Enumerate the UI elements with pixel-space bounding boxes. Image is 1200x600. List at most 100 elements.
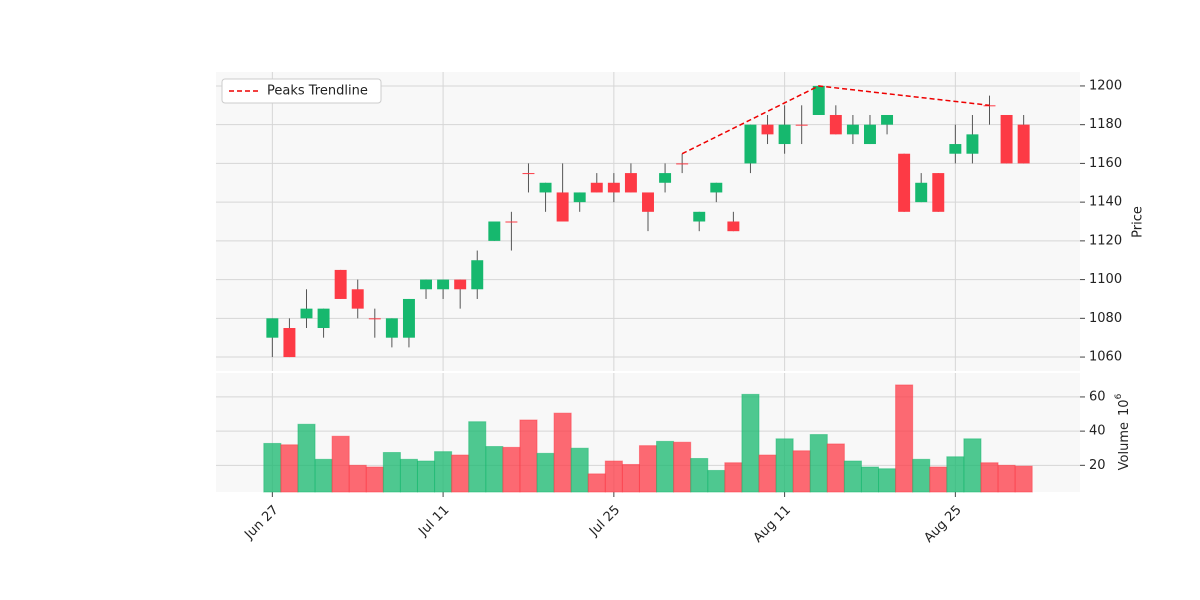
- candle-body: [590, 182, 603, 193]
- candle-body: [454, 279, 467, 290]
- volume-bar: [775, 438, 794, 493]
- candle-body: [402, 298, 415, 338]
- candle-body: [864, 124, 876, 145]
- volume-tick-label: 60: [1089, 389, 1106, 404]
- marks: [263, 85, 1033, 493]
- volume-bar: [860, 466, 880, 493]
- volume-bar: [878, 468, 897, 493]
- y-tick-label: 1080: [1089, 311, 1122, 326]
- volume-bar: [690, 457, 709, 493]
- candle-body: [539, 182, 552, 193]
- price-axis-label: Price: [1131, 206, 1146, 238]
- candle-body: [761, 124, 774, 135]
- y-tick-label: 1180: [1089, 117, 1122, 132]
- volume-bar: [451, 454, 470, 493]
- volume-bar: [997, 464, 1016, 493]
- x-tick-label: Jul 25: [586, 503, 623, 540]
- volume-bar: [895, 384, 914, 493]
- volume-bar: [604, 460, 623, 493]
- volume-bar: [331, 435, 350, 493]
- candle-body: [266, 318, 279, 338]
- volume-tick-label: 20: [1089, 458, 1106, 473]
- candle-body: [949, 144, 962, 154]
- candle-body: [744, 124, 757, 164]
- candle-body: [437, 279, 450, 290]
- volume-axis-label: Volume 106: [1114, 393, 1132, 470]
- candle-body: [351, 289, 364, 309]
- volume-bar: [963, 438, 982, 493]
- candle-body: [898, 153, 911, 212]
- volume-bar: [758, 454, 777, 493]
- candle-body: [317, 308, 330, 329]
- x-tick-label: Jul 11: [415, 503, 452, 540]
- candle-body: [334, 269, 347, 299]
- volume-bar: [673, 441, 692, 493]
- volume-bar: [502, 446, 521, 493]
- volume-bar: [416, 460, 436, 493]
- x-tick-label: Aug 11: [751, 503, 794, 546]
- legend: Peaks Trendline: [221, 78, 382, 104]
- volume-bar: [843, 460, 862, 493]
- volume-tick-label: 40: [1089, 424, 1106, 439]
- volume-bar: [280, 444, 299, 493]
- volume-bar: [980, 462, 999, 493]
- candle-body: [693, 211, 706, 222]
- volume-bar: [365, 466, 384, 493]
- y-tick-label: 1160: [1089, 156, 1122, 171]
- volume-bar: [536, 452, 555, 493]
- candle-body: [642, 192, 654, 212]
- volume-bar: [638, 445, 658, 493]
- candle-body: [1017, 124, 1030, 164]
- volume-bar: [263, 442, 282, 493]
- candle-body: [727, 221, 740, 232]
- x-tick-label: Aug 25: [921, 503, 964, 546]
- candle-body: [932, 173, 945, 212]
- volume-bar: [741, 393, 760, 493]
- candle-body: [573, 192, 586, 203]
- volume-bar: [519, 419, 538, 493]
- x-tick-label: Jun 27: [241, 503, 281, 543]
- volume-bar: [314, 458, 333, 493]
- volume-bar: [485, 446, 504, 493]
- candle-body: [522, 173, 535, 175]
- volume-bar: [297, 423, 316, 493]
- volume-bar: [570, 447, 589, 493]
- volume-bar: [929, 466, 948, 493]
- y-tick-label: 1140: [1089, 195, 1122, 210]
- candle-body: [829, 114, 842, 135]
- candle-body: [881, 114, 894, 125]
- volume-bar: [1014, 465, 1033, 493]
- candle-body: [385, 318, 398, 338]
- volume-bar: [707, 469, 726, 493]
- volume-bar: [434, 451, 453, 493]
- volume-bar: [724, 462, 743, 493]
- legend-box: [221, 78, 382, 104]
- candle-body: [659, 173, 672, 183]
- candle-body: [676, 163, 689, 165]
- candle-body: [846, 124, 859, 135]
- trendline: [681, 85, 990, 155]
- y-tick-label: 1060: [1089, 350, 1122, 365]
- volume-exponent: 6: [1114, 393, 1124, 399]
- y-tick-label: 1200: [1089, 78, 1122, 93]
- candle-body: [778, 124, 791, 145]
- volume-label: Volume: [1117, 422, 1132, 470]
- volume-bar: [912, 458, 931, 493]
- candle-body: [488, 221, 501, 241]
- volume-bar: [946, 456, 965, 493]
- volume-bar: [468, 421, 487, 493]
- candle-body: [983, 105, 996, 107]
- candle-body: [368, 318, 381, 320]
- candle-body: [556, 192, 569, 222]
- volume-scale: 10: [1117, 399, 1132, 416]
- volume-bar: [621, 463, 640, 493]
- volume-bar: [399, 458, 418, 493]
- volume-bar: [656, 440, 675, 493]
- candle-body: [624, 173, 637, 193]
- volume-bar: [348, 464, 367, 493]
- candle-body: [471, 260, 484, 290]
- candle-body: [966, 134, 979, 154]
- volume-bar: [809, 434, 828, 493]
- volume-bar: [792, 450, 811, 493]
